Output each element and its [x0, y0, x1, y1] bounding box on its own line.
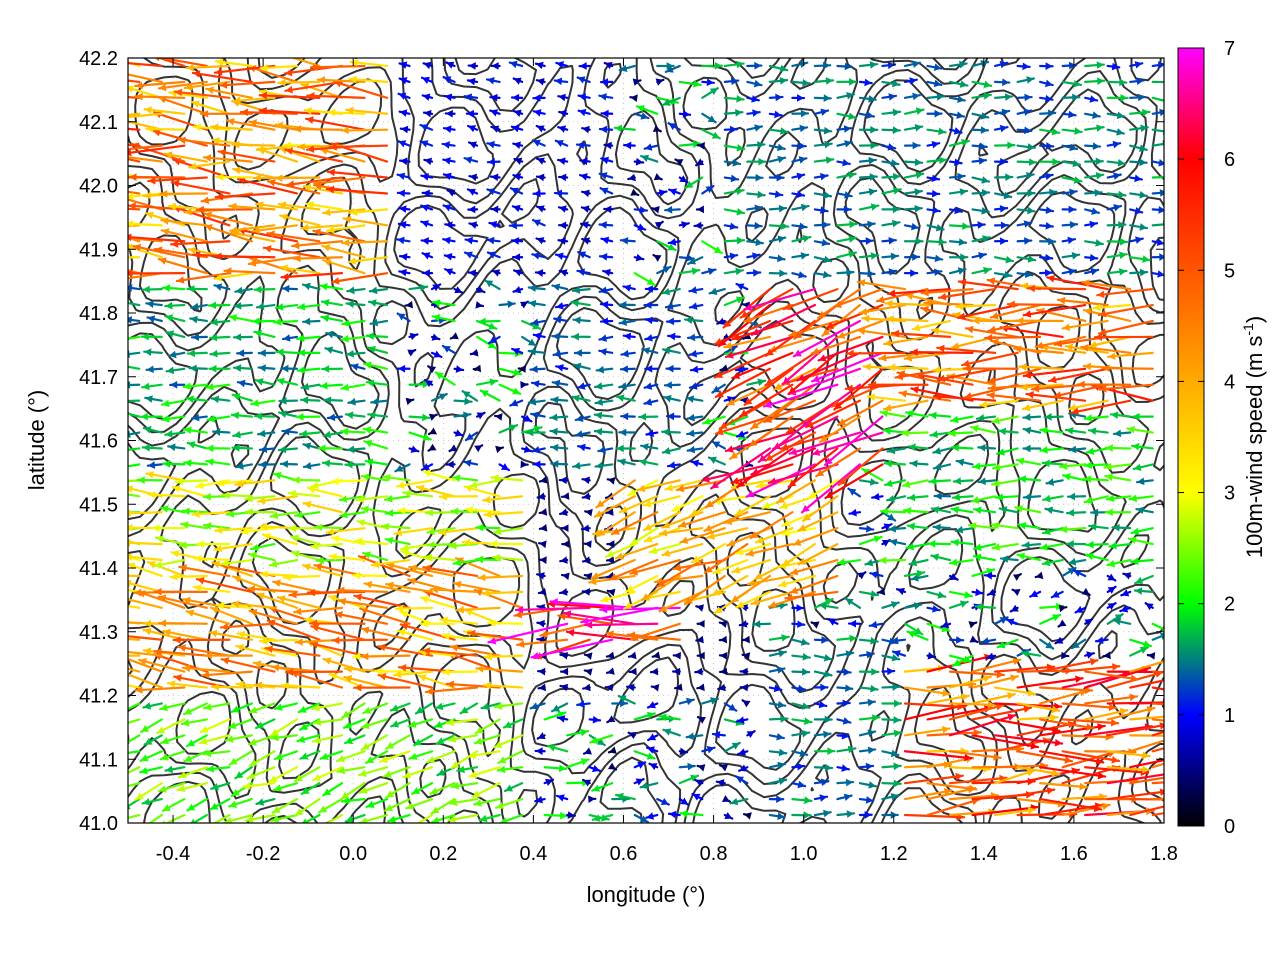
colorbar-tick-label: 5	[1224, 260, 1235, 282]
y-axis-label: latitude (°)	[24, 390, 49, 491]
colorbar-tick-label: 3	[1224, 483, 1235, 505]
y-tick-label: 41.0	[79, 813, 118, 835]
colorbar: 0 1 2 3 4 5 6 7 100m-wind speed (m s-1)	[1178, 38, 1267, 838]
colorbar-tick-label: 1	[1224, 705, 1235, 727]
x-tick-label: 0.0	[339, 843, 367, 865]
colorbar-label-main: 100m-wind speed (m s	[1242, 336, 1267, 559]
y-tick-label: 41.1	[79, 749, 118, 771]
y-tick-label: 41.4	[79, 558, 118, 580]
x-tick-label: -0.4	[156, 843, 190, 865]
x-tick-label: 1.4	[970, 843, 998, 865]
colorbar-label-sup: -1	[1240, 323, 1256, 336]
x-tick-label: 1.6	[1060, 843, 1088, 865]
x-axis-label: longitude (°)	[587, 882, 706, 907]
y-tick-label: 42.1	[79, 112, 118, 134]
colorbar-tick-label: 6	[1224, 149, 1235, 171]
x-tick-label: 0.8	[700, 843, 728, 865]
y-tick-label: 41.9	[79, 239, 118, 261]
y-tick-label: 42.0	[79, 176, 118, 198]
colorbar-tick-label: 0	[1224, 816, 1235, 838]
x-tick-label: 1.2	[880, 843, 908, 865]
colorbar-label-end: )	[1242, 316, 1267, 323]
colorbar-label: 100m-wind speed (m s-1)	[1240, 316, 1267, 558]
x-tick-label: 0.6	[610, 843, 638, 865]
y-tick-label: 41.8	[79, 303, 118, 325]
x-tick-label: 0.2	[429, 843, 457, 865]
y-tick-label: 42.2	[79, 48, 118, 70]
y-tick-label: 41.5	[79, 494, 118, 516]
colorbar-tick-label: 7	[1224, 38, 1235, 60]
y-tick-label: 41.3	[79, 622, 118, 644]
y-tick-label: 41.7	[79, 367, 118, 389]
colorbar-gradient	[1178, 48, 1204, 826]
colorbar-tick-label: 2	[1224, 594, 1235, 616]
x-tick-label: -0.2	[246, 843, 280, 865]
y-tick-label: 41.6	[79, 431, 118, 453]
y-tick-label: 41.2	[79, 686, 118, 708]
x-tick-label: 1.8	[1150, 843, 1178, 865]
colorbar-tick-label: 4	[1224, 371, 1235, 393]
x-tick-label: 0.4	[519, 843, 547, 865]
x-tick-label: 1.0	[790, 843, 818, 865]
